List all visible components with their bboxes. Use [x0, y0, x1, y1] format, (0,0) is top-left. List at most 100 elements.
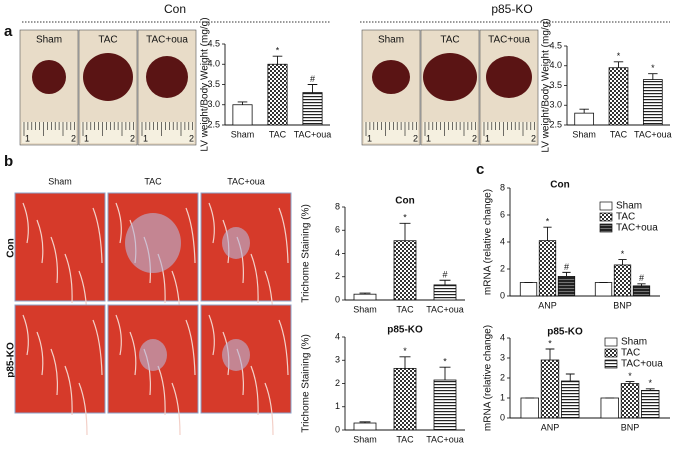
- y-tick-label: 4.0: [549, 60, 562, 70]
- ruler: [364, 122, 418, 143]
- y-tick-label: 4: [500, 332, 505, 342]
- y-axis-label: Trichome Staining (%): [301, 334, 312, 433]
- legend-label: TAC+oua: [616, 223, 658, 234]
- ruler-label: 2: [531, 133, 536, 143]
- y-tick-label: 3.5: [549, 80, 562, 90]
- legend-swatch: [599, 223, 613, 233]
- x-tick-label: BNP: [621, 422, 640, 432]
- fiber-gap: [208, 202, 215, 244]
- y-tick-label: 2.5: [207, 119, 220, 129]
- fiber-gap: [278, 207, 289, 264]
- fiber-gap: [185, 207, 196, 264]
- chart-title: Con: [395, 196, 414, 207]
- chart-title: p85-KO: [387, 325, 423, 336]
- bar: [538, 240, 557, 297]
- fiber-gap: [50, 236, 58, 284]
- fiber-gap: [185, 319, 196, 376]
- error-bar: [565, 373, 575, 381]
- fiber-gap: [129, 331, 137, 376]
- annotation: *: [621, 249, 625, 259]
- error-bar: [625, 381, 635, 384]
- y-tick-label: 4: [500, 236, 505, 246]
- chart-title: Con: [550, 180, 569, 191]
- ruler-label: 1: [367, 133, 372, 143]
- fiber-gap: [92, 319, 103, 376]
- annotation: #: [310, 74, 315, 84]
- y-tick-label: 3.5: [207, 79, 220, 89]
- heart: [83, 53, 133, 101]
- y-tick-label: 3: [500, 352, 505, 362]
- x-tick-label: TAC: [269, 129, 287, 139]
- x-tick-label: TAC: [396, 304, 414, 314]
- fiber-gap: [278, 319, 289, 376]
- x-tick-label: ANP: [541, 422, 560, 432]
- annotation: *: [443, 357, 447, 367]
- x-tick-label: TAC+oua: [426, 304, 464, 314]
- legend-label: TAC: [621, 348, 640, 359]
- fiber-gap: [92, 207, 103, 264]
- y-tick-label: 1: [500, 392, 505, 402]
- fibrosis: [125, 213, 181, 273]
- fiber-gap: [64, 365, 73, 416]
- error-bar: [545, 348, 555, 360]
- error-bar: [399, 356, 411, 369]
- bar: [557, 276, 576, 297]
- x-tick-label: Sham: [353, 304, 377, 314]
- ruler-label: 1: [84, 133, 89, 143]
- bar: [520, 397, 539, 419]
- y-tick-label: 4: [335, 248, 340, 258]
- annotation: *: [617, 51, 621, 61]
- bar: [608, 67, 629, 126]
- y-tick-label: 0: [335, 294, 340, 304]
- photo-label: TAC+oua: [146, 35, 188, 46]
- fibrosis: [139, 339, 167, 371]
- y-tick-label: 4: [335, 331, 340, 341]
- heart: [32, 60, 66, 94]
- error-bar: [399, 222, 411, 241]
- error-bar: [237, 101, 248, 105]
- ruler-label: 2: [71, 133, 76, 143]
- y-axis-label: mRNA (relative change): [483, 325, 494, 431]
- error-bar: [439, 366, 451, 381]
- x-tick-label: BNP: [613, 300, 632, 310]
- y-tick-label: 0: [500, 290, 505, 300]
- fiber-gap: [208, 314, 215, 356]
- x-tick-label: TAC+oua: [426, 434, 464, 444]
- y-tick-label: 4.5: [207, 38, 220, 48]
- histology-image: [200, 192, 292, 302]
- histology-image: [14, 192, 106, 302]
- error-bar: [272, 55, 283, 65]
- bar: [642, 79, 663, 126]
- ruler-label: 1: [143, 133, 148, 143]
- fibrosis: [222, 339, 250, 371]
- y-tick-label: 3: [335, 355, 340, 365]
- y-tick-label: 6: [335, 225, 340, 235]
- error-bar: [543, 226, 552, 241]
- error-bar: [359, 292, 371, 295]
- legend-swatch: [599, 212, 613, 222]
- legend-swatch: [599, 201, 613, 211]
- fiber-gap: [50, 348, 58, 396]
- x-tick-label: Sham: [231, 129, 255, 139]
- y-tick-label: 8: [335, 201, 340, 211]
- photo-label: Sham: [378, 35, 404, 46]
- annotation: *: [651, 63, 655, 73]
- bar: [600, 397, 619, 419]
- bar: [594, 282, 613, 297]
- error-bar: [562, 271, 571, 277]
- y-axis-label: LV weight/Body Weight (mg/g): [200, 17, 211, 151]
- chart-title: p85-KO: [547, 327, 583, 338]
- x-tick-label: TAC+oua: [294, 129, 332, 139]
- panel-label: a: [4, 23, 13, 40]
- y-tick-label: 0: [500, 412, 505, 422]
- error-bar: [637, 283, 646, 286]
- x-tick-label: Sham: [572, 129, 596, 139]
- y-tick-label: 1: [335, 401, 340, 411]
- bar: [353, 293, 377, 301]
- ruler: [81, 122, 135, 143]
- y-tick-label: 0: [335, 424, 340, 434]
- ruler-label: 1: [25, 133, 30, 143]
- ruler: [482, 122, 536, 143]
